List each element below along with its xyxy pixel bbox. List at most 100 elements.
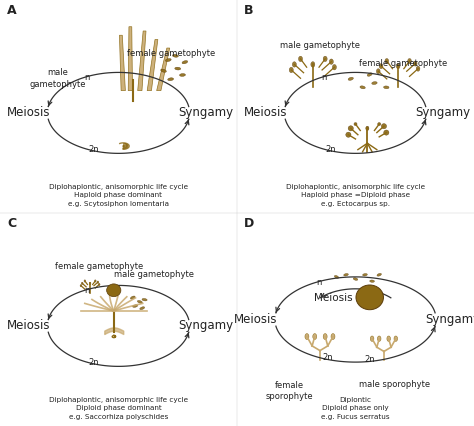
Ellipse shape bbox=[133, 305, 137, 308]
Ellipse shape bbox=[311, 62, 315, 67]
Ellipse shape bbox=[370, 336, 374, 341]
Ellipse shape bbox=[416, 66, 420, 71]
Ellipse shape bbox=[299, 56, 302, 62]
Polygon shape bbox=[119, 35, 125, 91]
Ellipse shape bbox=[180, 74, 185, 76]
Text: male gametophyte: male gametophyte bbox=[114, 271, 194, 279]
Ellipse shape bbox=[313, 334, 317, 340]
Ellipse shape bbox=[329, 59, 333, 64]
Ellipse shape bbox=[354, 123, 357, 126]
Ellipse shape bbox=[346, 132, 351, 137]
Text: Meiosis: Meiosis bbox=[244, 106, 287, 119]
Text: male gametophyte: male gametophyte bbox=[280, 41, 360, 50]
Ellipse shape bbox=[97, 281, 99, 283]
Ellipse shape bbox=[344, 273, 348, 276]
Ellipse shape bbox=[381, 124, 387, 129]
Ellipse shape bbox=[360, 86, 365, 89]
Polygon shape bbox=[137, 31, 146, 91]
Ellipse shape bbox=[168, 78, 173, 81]
Ellipse shape bbox=[175, 67, 181, 70]
Text: A: A bbox=[7, 4, 17, 17]
Ellipse shape bbox=[366, 126, 369, 130]
Text: Diplontic
Diploid phase only
e.g. Fucus serratus: Diplontic Diploid phase only e.g. Fucus … bbox=[321, 397, 390, 420]
Text: 2n: 2n bbox=[325, 145, 336, 154]
Ellipse shape bbox=[377, 336, 381, 341]
Text: 2n: 2n bbox=[365, 355, 375, 365]
Text: Syngamy: Syngamy bbox=[416, 106, 471, 119]
Ellipse shape bbox=[182, 60, 188, 64]
Polygon shape bbox=[147, 40, 158, 91]
Ellipse shape bbox=[378, 123, 381, 126]
Ellipse shape bbox=[323, 334, 327, 340]
Text: 2n: 2n bbox=[322, 353, 333, 363]
Ellipse shape bbox=[289, 67, 293, 73]
Circle shape bbox=[356, 285, 383, 310]
Text: C: C bbox=[7, 217, 16, 230]
Text: female gametophyte: female gametophyte bbox=[55, 262, 144, 271]
Text: Diplohaplontic, anisomorphic life cycle
Diploid phase dominant
e.g. Saccorhiza p: Diplohaplontic, anisomorphic life cycle … bbox=[49, 397, 188, 420]
Text: female gametophyte: female gametophyte bbox=[127, 49, 215, 58]
Ellipse shape bbox=[408, 58, 411, 63]
Ellipse shape bbox=[165, 58, 171, 62]
Ellipse shape bbox=[348, 126, 353, 131]
Ellipse shape bbox=[353, 278, 358, 280]
Ellipse shape bbox=[394, 336, 398, 341]
Text: male sporophyte: male sporophyte bbox=[359, 380, 430, 389]
Ellipse shape bbox=[383, 86, 389, 89]
Text: Meiosis: Meiosis bbox=[7, 106, 50, 119]
Text: Meiosis: Meiosis bbox=[234, 313, 278, 326]
Text: n: n bbox=[321, 73, 326, 82]
Text: Diplohaplontic, anisomorphic life cycle
Haploid phase =Diploid phase
e.g. Ectoca: Diplohaplontic, anisomorphic life cycle … bbox=[286, 184, 425, 207]
Text: Syngamy: Syngamy bbox=[425, 313, 474, 326]
Ellipse shape bbox=[137, 300, 142, 303]
Ellipse shape bbox=[334, 276, 339, 278]
Polygon shape bbox=[156, 48, 170, 91]
Text: n: n bbox=[84, 73, 89, 82]
Text: Meiosis: Meiosis bbox=[314, 293, 352, 303]
Ellipse shape bbox=[363, 273, 367, 276]
Ellipse shape bbox=[385, 58, 389, 63]
Circle shape bbox=[107, 284, 121, 296]
Ellipse shape bbox=[80, 285, 82, 287]
Ellipse shape bbox=[89, 282, 91, 285]
Text: n: n bbox=[317, 277, 322, 287]
Text: 2n: 2n bbox=[88, 358, 99, 367]
Ellipse shape bbox=[383, 130, 389, 135]
Text: n: n bbox=[84, 286, 89, 295]
Ellipse shape bbox=[323, 56, 327, 62]
Text: female gametophyte: female gametophyte bbox=[359, 59, 447, 68]
Ellipse shape bbox=[305, 334, 309, 340]
Ellipse shape bbox=[98, 283, 100, 286]
Text: Diplohaplontic, anisomorphic life cycle
Haploid phase dominant
e.g. Scytosiphon : Diplohaplontic, anisomorphic life cycle … bbox=[49, 184, 188, 207]
Ellipse shape bbox=[82, 282, 83, 285]
Ellipse shape bbox=[332, 64, 337, 70]
Ellipse shape bbox=[376, 69, 380, 74]
Ellipse shape bbox=[413, 61, 417, 66]
Ellipse shape bbox=[372, 82, 377, 84]
Ellipse shape bbox=[348, 77, 354, 81]
Text: Syngamy: Syngamy bbox=[179, 320, 234, 332]
Ellipse shape bbox=[173, 55, 178, 57]
Ellipse shape bbox=[292, 62, 296, 67]
Ellipse shape bbox=[370, 280, 374, 282]
Polygon shape bbox=[128, 27, 132, 91]
Text: B: B bbox=[244, 4, 254, 17]
Ellipse shape bbox=[84, 280, 86, 282]
Text: D: D bbox=[244, 217, 255, 230]
Ellipse shape bbox=[331, 334, 335, 340]
Ellipse shape bbox=[367, 73, 372, 76]
Text: Meiosis: Meiosis bbox=[7, 320, 50, 332]
Ellipse shape bbox=[130, 296, 135, 299]
Text: male
gametophyte: male gametophyte bbox=[30, 69, 86, 89]
Ellipse shape bbox=[142, 299, 147, 301]
Ellipse shape bbox=[161, 69, 166, 72]
Ellipse shape bbox=[140, 307, 145, 310]
Ellipse shape bbox=[377, 273, 382, 276]
Text: 2n: 2n bbox=[88, 145, 99, 154]
Text: female
sporophyte: female sporophyte bbox=[265, 381, 313, 401]
Ellipse shape bbox=[387, 336, 391, 341]
Text: Syngamy: Syngamy bbox=[179, 106, 234, 119]
Ellipse shape bbox=[94, 280, 96, 282]
Ellipse shape bbox=[396, 63, 400, 69]
Ellipse shape bbox=[379, 63, 383, 69]
